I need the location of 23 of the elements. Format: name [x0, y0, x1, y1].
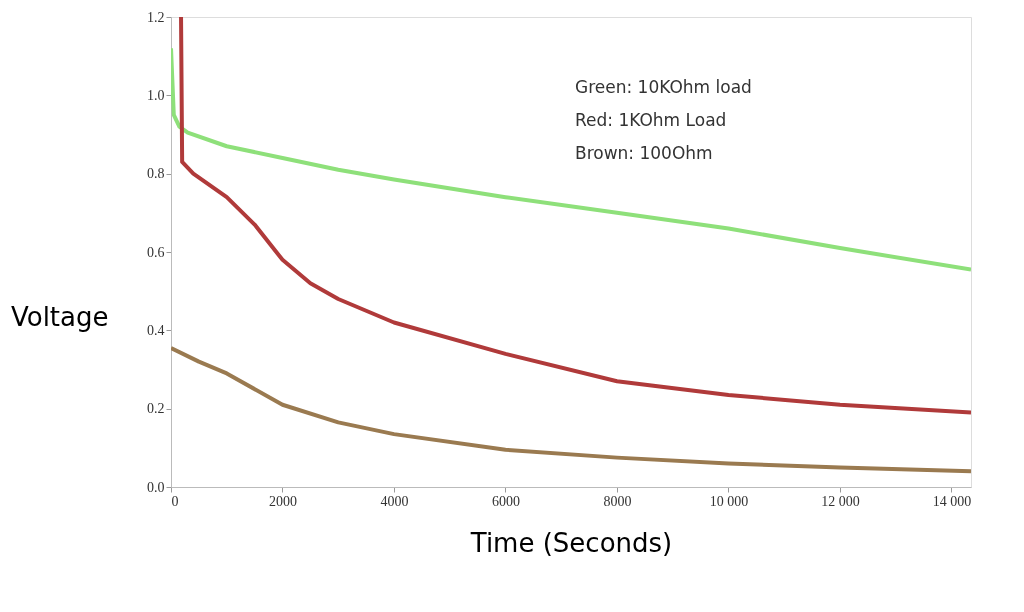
annotation: Red: 1KOhm Load	[575, 110, 727, 130]
x-tick-label: 2000	[269, 493, 297, 509]
x-tick-label: 14 000	[932, 493, 972, 509]
y-tick-label: 0.4	[147, 322, 165, 338]
y-tick-label: 0.6	[147, 244, 165, 260]
y-tick-label: 1.2	[147, 9, 165, 25]
x-axis-title: Time (Seconds)	[469, 527, 673, 558]
line-series	[171, 46, 971, 272]
annotation: Green: 10KOhm load	[575, 77, 752, 97]
y-axis-title: Voltage	[10, 302, 109, 333]
x-tick-label: 0	[171, 493, 179, 509]
y-tick-label: 1.0	[147, 87, 165, 103]
x-tick-label: 12 000	[821, 493, 860, 509]
x-tick-label: 4000	[380, 493, 409, 509]
line-series	[171, 345, 971, 474]
y-tick-label: 0.2	[147, 401, 165, 417]
x-tick-label: 10 000	[709, 493, 749, 509]
x-tick-label: 8000	[603, 493, 632, 509]
y-tick-label: 0.0	[147, 479, 165, 495]
line-series	[179, 17, 971, 415]
x-tick-label: 6000	[491, 493, 520, 509]
annotation: Brown: 100Ohm	[575, 143, 713, 163]
y-tick-label: 0.8	[147, 166, 165, 182]
